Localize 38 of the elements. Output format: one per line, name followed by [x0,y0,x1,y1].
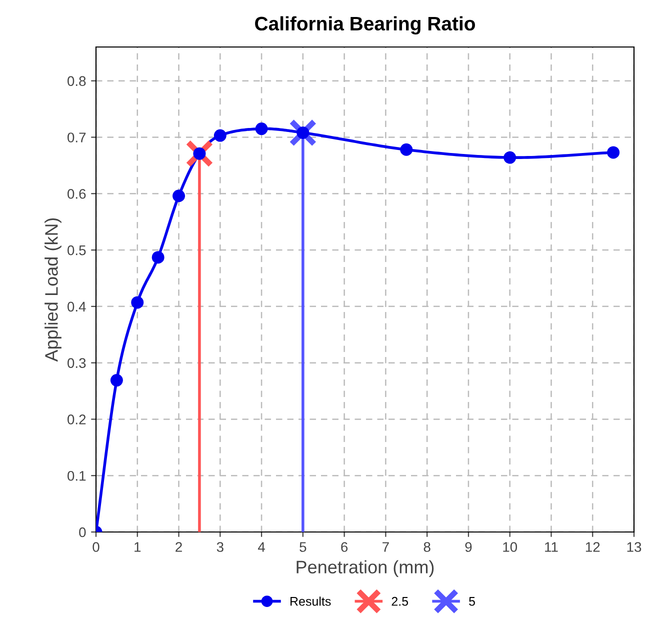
point [172,190,186,202]
point [400,143,413,156]
x-tick-label: 11 [545,542,558,552]
y-tick-label: 0.6 [68,188,86,199]
y-tick-label: 0 [79,527,86,538]
y-axis-title: Applied Load (kN) [44,218,62,362]
point [607,146,620,159]
x-tick-label: 3 [216,542,224,552]
x-tick-label: 9 [465,542,472,552]
x-tick-label: 10 [503,542,518,552]
x-tick-label: 12 [586,542,600,552]
x-tick-label: 6 [341,542,348,552]
x-tick-label: 4 [258,542,265,552]
chart-title: California Bearing Ratio [255,16,475,34]
point [131,296,144,309]
point [110,374,123,387]
x-axis-title: Penetration (mm) [296,560,434,578]
y-tick-label: 0.3 [68,358,86,368]
point [214,129,226,142]
x-tick-label: 13 [627,542,642,552]
legend-label: 5 [469,597,475,606]
x-tick-label: 8 [424,542,430,552]
y-tick-label: 0.1 [68,470,86,481]
y-tick-label: 0.8 [68,76,86,86]
x-tick-label: 7 [382,542,389,552]
y-tick-label: 0.4 [68,302,86,312]
legend-label: 2.5 [392,596,408,606]
point [504,151,516,164]
y-tick-label: 0.7 [68,132,86,142]
point [152,251,164,264]
x-tick-label: 0 [92,542,100,552]
point [255,122,268,136]
y-tick-label: 0.5 [68,245,86,256]
legend-label: Results [290,596,331,606]
x-tick-label: 1 [134,542,141,552]
x-tick-label: 2 [176,542,182,552]
y-tick-label: 0.2 [68,414,86,424]
x-tick-label: 5 [300,542,306,552]
